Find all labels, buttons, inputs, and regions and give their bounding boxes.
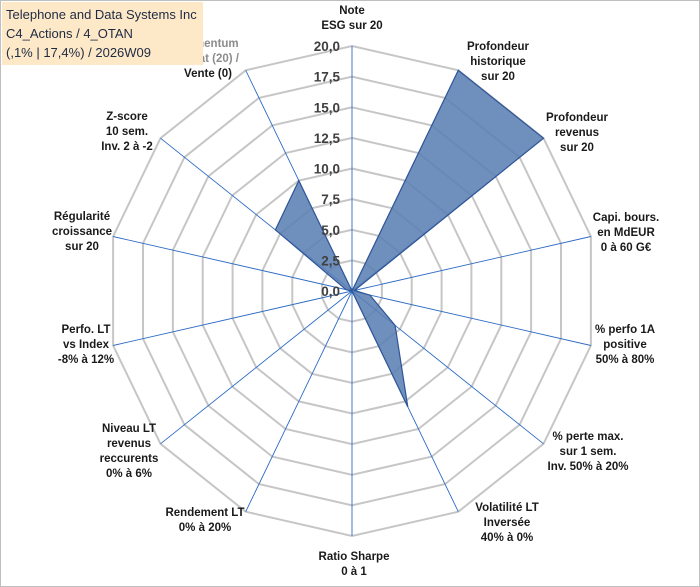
axis-label-line: 0% à 20% <box>179 522 231 534</box>
axis-label-line: sur 20 <box>65 241 99 253</box>
tick-label: 0,0 <box>321 284 340 299</box>
tick-label: 7,5 <box>321 192 340 207</box>
axis-label-line: sur 1 sem. <box>560 446 617 458</box>
axis-label: Niveau LT revenus reccurents 0% à 6% <box>100 423 159 480</box>
axis-label: % perte max. sur 1 sem. Inv. 50% à 20% <box>548 431 629 473</box>
axis-label: % perfo 1A positive 50% à 80% <box>595 324 655 366</box>
axis-label-line: Volatilité LT <box>475 502 538 514</box>
axis-label-line: Inv. 2 à -2 <box>101 141 153 153</box>
axis-label-line: Capi. bours. <box>593 212 659 224</box>
axis-label: Z-score 10 sem. Inv. 2 à -2 <box>101 111 153 153</box>
axis-label-line: Perfo. LT <box>62 324 111 336</box>
axis-label-line: reccurents <box>100 453 159 465</box>
axis-label-line: Note <box>339 5 365 17</box>
axis-label-line: Inv. 50% à 20% <box>548 461 629 473</box>
axis-spoke <box>351 236 592 292</box>
tick-label: 2,5 <box>321 253 340 268</box>
tick-layer: 0,0 2,5 5,0 7,5 10,0 12,5 15,0 17,5 20,0 <box>314 39 341 299</box>
axis-label-line: revenus <box>107 438 151 450</box>
tick-label: 5,0 <box>321 223 340 238</box>
portfolio-path: C4_Actions / 4_OTAN <box>6 26 133 41</box>
axis-label-line: historique <box>470 56 526 68</box>
axis-label-line: Ratio Sharpe <box>319 551 390 563</box>
axis-label-line: 50% à 80% <box>596 354 655 366</box>
tick-label: 20,0 <box>314 39 340 54</box>
axis-label-line: sur 20 <box>481 71 515 83</box>
axis-spoke <box>160 290 353 445</box>
axis-label-line: Niveau LT <box>102 423 156 435</box>
chart-title-box: Telephone and Data Systems Inc C4_Action… <box>2 2 203 65</box>
axis-label: Ratio Sharpe 0 à 1 <box>319 551 390 578</box>
axis-label-line: Z-score <box>106 111 148 123</box>
axis-spoke <box>351 290 592 346</box>
axis-label-line: Inversée <box>484 517 531 529</box>
axis-label: Perfo. LT vs Index -8% à 12% <box>58 324 114 366</box>
period-info: (,1% | 17,4%) / 2026W09 <box>6 45 152 60</box>
axis-label: Capi. bours. en MdEUR 0 à 60 G€ <box>593 212 659 254</box>
axis-label-line: sur 20 <box>560 142 594 154</box>
axis-label: Rendement LT 0% à 20% <box>165 507 244 534</box>
axis-spoke <box>245 290 353 512</box>
axis-label-line: Régularité <box>54 211 110 223</box>
axis-label: Volatilité LT Inversée 40% à 0% <box>475 502 538 544</box>
axis-label: Régularité croissance sur 20 <box>52 211 112 253</box>
tick-label: 12,5 <box>314 131 341 146</box>
axis-label-line: 40% à 0% <box>481 532 533 544</box>
company-name: Telephone and Data Systems Inc <box>6 7 197 22</box>
axis-label-line: 0 à 60 G€ <box>601 242 652 254</box>
axis-label-line: 0 à 1 <box>341 566 367 578</box>
axis-label: Profondeur historique sur 20 <box>467 41 529 83</box>
axis-label-line: % perfo 1A <box>595 324 655 336</box>
series-area <box>274 69 545 408</box>
axis-spoke <box>112 290 353 346</box>
axis-label-line: positive <box>603 339 646 351</box>
axis-label-line: Profondeur <box>467 41 529 53</box>
axis-spoke <box>112 236 353 292</box>
series-layer <box>274 69 545 408</box>
tick-label: 17,5 <box>314 70 341 85</box>
axis-label-line: -8% à 12% <box>58 354 114 366</box>
axis-label-line: Rendement LT <box>165 507 244 519</box>
axis-label-line: Vente (0) <box>184 68 232 80</box>
axis-label-line: vs Index <box>63 339 110 351</box>
tick-label: 10,0 <box>314 162 340 177</box>
axis-label-line: croissance <box>52 226 112 238</box>
axis-label: Profondeur revenus sur 20 <box>546 112 608 154</box>
axis-label-line: en MdEUR <box>597 227 655 239</box>
axis-label-line: ESG sur 20 <box>321 20 382 32</box>
axis-label: Note ESG sur 20 <box>321 5 382 32</box>
axis-label-line: Profondeur <box>546 112 608 124</box>
tick-label: 15,0 <box>314 100 340 115</box>
axis-label-line: revenus <box>555 127 599 139</box>
axis-label-line: 0% à 6% <box>106 468 152 480</box>
axis-label-line: % perte max. <box>553 431 624 443</box>
label-layer: Note ESG sur 20 Profondeur historique sur 20… <box>52 5 659 578</box>
axis-label-line: 10 sem. <box>106 126 148 138</box>
